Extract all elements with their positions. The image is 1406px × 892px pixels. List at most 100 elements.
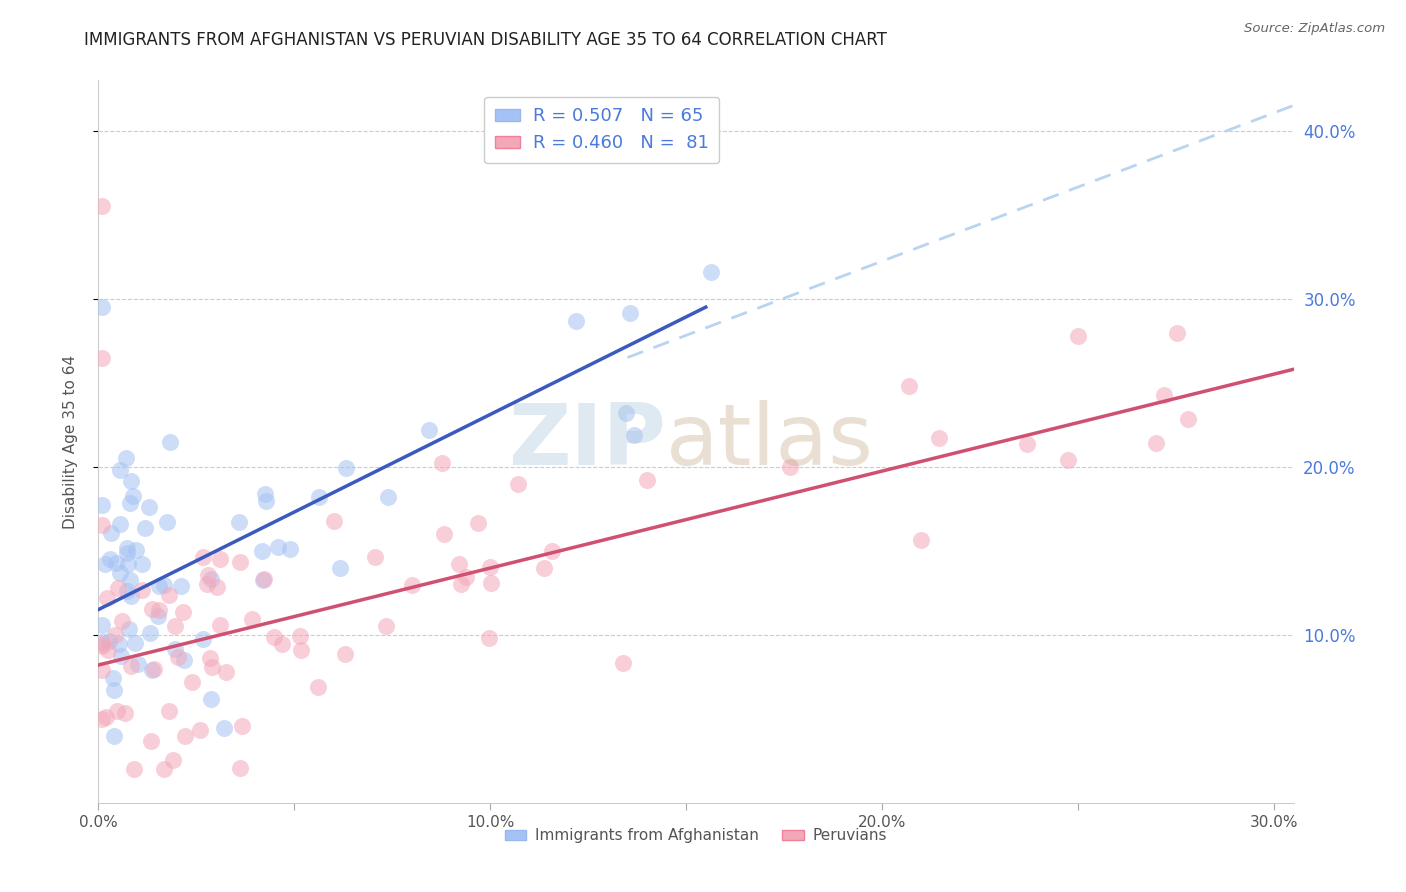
Point — [308, 491, 330, 505]
Point — [228, 555, 250, 569]
Point — [163, 642, 186, 657]
Point — [120, 474, 142, 488]
Point — [108, 463, 131, 477]
Point — [447, 557, 470, 571]
Point — [263, 630, 285, 644]
Point — [138, 500, 160, 514]
Point — [122, 489, 145, 503]
Legend: Immigrants from Afghanistan, Peruvians: Immigrants from Afghanistan, Peruvians — [499, 822, 893, 849]
Point — [200, 692, 222, 706]
Point — [533, 561, 555, 575]
Point — [180, 674, 202, 689]
Point — [254, 493, 277, 508]
Point — [229, 761, 252, 775]
Point — [103, 729, 125, 743]
Point — [118, 496, 141, 510]
Point — [253, 487, 276, 501]
Point — [165, 619, 187, 633]
Point — [191, 632, 214, 647]
Point — [167, 649, 190, 664]
Point — [619, 305, 641, 319]
Point — [91, 712, 114, 726]
Point — [1177, 412, 1199, 426]
Point — [111, 615, 134, 629]
Point — [97, 642, 120, 657]
Point — [117, 558, 139, 572]
Point — [290, 642, 312, 657]
Point — [191, 550, 214, 565]
Point — [91, 663, 114, 677]
Point — [142, 662, 165, 676]
Point — [479, 575, 502, 590]
Point — [124, 762, 146, 776]
Point — [91, 635, 114, 649]
Point — [200, 572, 222, 586]
Point — [124, 636, 146, 650]
Text: IMMIGRANTS FROM AFGHANISTAN VS PERUVIAN DISABILITY AGE 35 TO 64 CORRELATION CHAR: IMMIGRANTS FROM AFGHANISTAN VS PERUVIAN … — [84, 31, 887, 49]
Point — [1153, 388, 1175, 402]
Point — [91, 637, 114, 651]
Point — [215, 665, 238, 679]
Point — [910, 533, 932, 548]
Point — [700, 264, 723, 278]
Point — [1166, 326, 1188, 340]
Point — [288, 630, 311, 644]
Point — [252, 573, 274, 587]
Point — [110, 648, 132, 663]
Point — [100, 526, 122, 541]
Point — [1067, 329, 1090, 343]
Point — [120, 590, 142, 604]
Point — [214, 721, 236, 735]
Point — [91, 518, 114, 533]
Point — [148, 579, 170, 593]
Point — [433, 526, 456, 541]
Point — [540, 544, 562, 558]
Point — [157, 704, 180, 718]
Point — [228, 516, 250, 530]
Point — [267, 540, 290, 554]
Point — [208, 551, 231, 566]
Point — [152, 578, 174, 592]
Point — [91, 498, 114, 512]
Point — [508, 477, 530, 491]
Point — [377, 490, 399, 504]
Point — [1056, 453, 1078, 467]
Point — [208, 618, 231, 632]
Point — [565, 314, 588, 328]
Point — [105, 556, 128, 570]
Point — [195, 576, 218, 591]
Point — [271, 637, 294, 651]
Point — [159, 434, 181, 449]
Point — [94, 557, 117, 571]
Point — [115, 546, 138, 560]
Point — [478, 632, 501, 646]
Point — [141, 602, 163, 616]
Point — [108, 566, 131, 581]
Point — [134, 521, 156, 535]
Point — [156, 515, 179, 529]
Point — [170, 579, 193, 593]
Text: atlas: atlas — [666, 400, 875, 483]
Point — [614, 406, 637, 420]
Point — [479, 559, 502, 574]
Point — [139, 626, 162, 640]
Point — [197, 567, 219, 582]
Point — [418, 424, 440, 438]
Point — [430, 456, 453, 470]
Point — [105, 704, 128, 718]
Point — [252, 544, 274, 558]
Point — [98, 551, 121, 566]
Point — [91, 300, 114, 314]
Text: ZIP: ZIP — [509, 400, 666, 483]
Point — [108, 637, 131, 651]
Point — [146, 608, 169, 623]
Point — [91, 199, 114, 213]
Point — [375, 619, 398, 633]
Point — [253, 572, 276, 586]
Point — [364, 549, 387, 564]
Text: Source: ZipAtlas.com: Source: ZipAtlas.com — [1244, 22, 1385, 36]
Point — [1144, 435, 1167, 450]
Point — [91, 617, 114, 632]
Point — [162, 753, 184, 767]
Point — [467, 516, 489, 530]
